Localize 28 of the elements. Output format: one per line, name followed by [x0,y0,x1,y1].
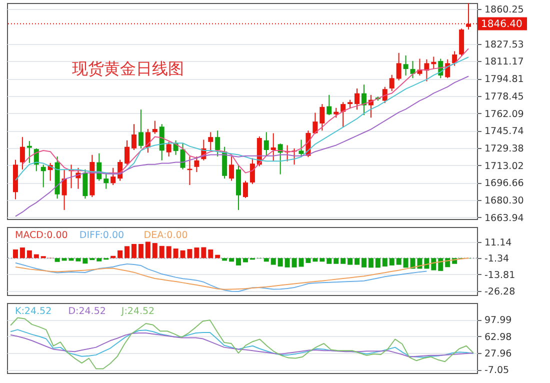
y-tick-label: 1680.30 [484,196,524,207]
ref-line-label: 1846.40 [481,18,522,30]
y-tick-label: 1696.66 [484,178,524,190]
y-tick-label: 1778.45 [484,91,524,102]
y-tick-label: 27.96 [484,348,512,360]
y-tick-label: 1713.02 [484,160,524,172]
y-tick-label: -26.28 [484,286,516,298]
y-tick-label: 1794.81 [484,74,524,86]
y-tick-label: 1860.25 [484,4,524,16]
y-tick-label: 1745.74 [484,126,524,138]
y-tick-label: 1762.09 [484,108,524,120]
y-tick-label: -13.81 [484,270,516,281]
text: D:24.52 [68,306,106,317]
y-tick-label: 1663.94 [484,212,524,224]
annotation: 现货黄金日线图 [72,59,184,78]
text: DEA:0.00 [144,230,188,241]
y-tick-label: 1729.38 [484,144,524,155]
series-label: J:24.52 [120,306,155,317]
y-tick-label: 62.98 [484,332,512,343]
y-tick-label: 1827.53 [484,39,524,50]
series-label: MACD:0.00 [15,230,68,241]
y-tick-label: 1811.17 [484,56,524,68]
y-tick-label: 97.99 [484,315,512,326]
text: DIFF:0.00 [79,230,124,241]
series-label: K:24.52 [15,306,52,317]
y-tick-label: -1.34 [484,254,510,265]
y-tick-label: 11.14 [484,237,512,248]
y-tick-label: -7.05 [484,365,510,376]
